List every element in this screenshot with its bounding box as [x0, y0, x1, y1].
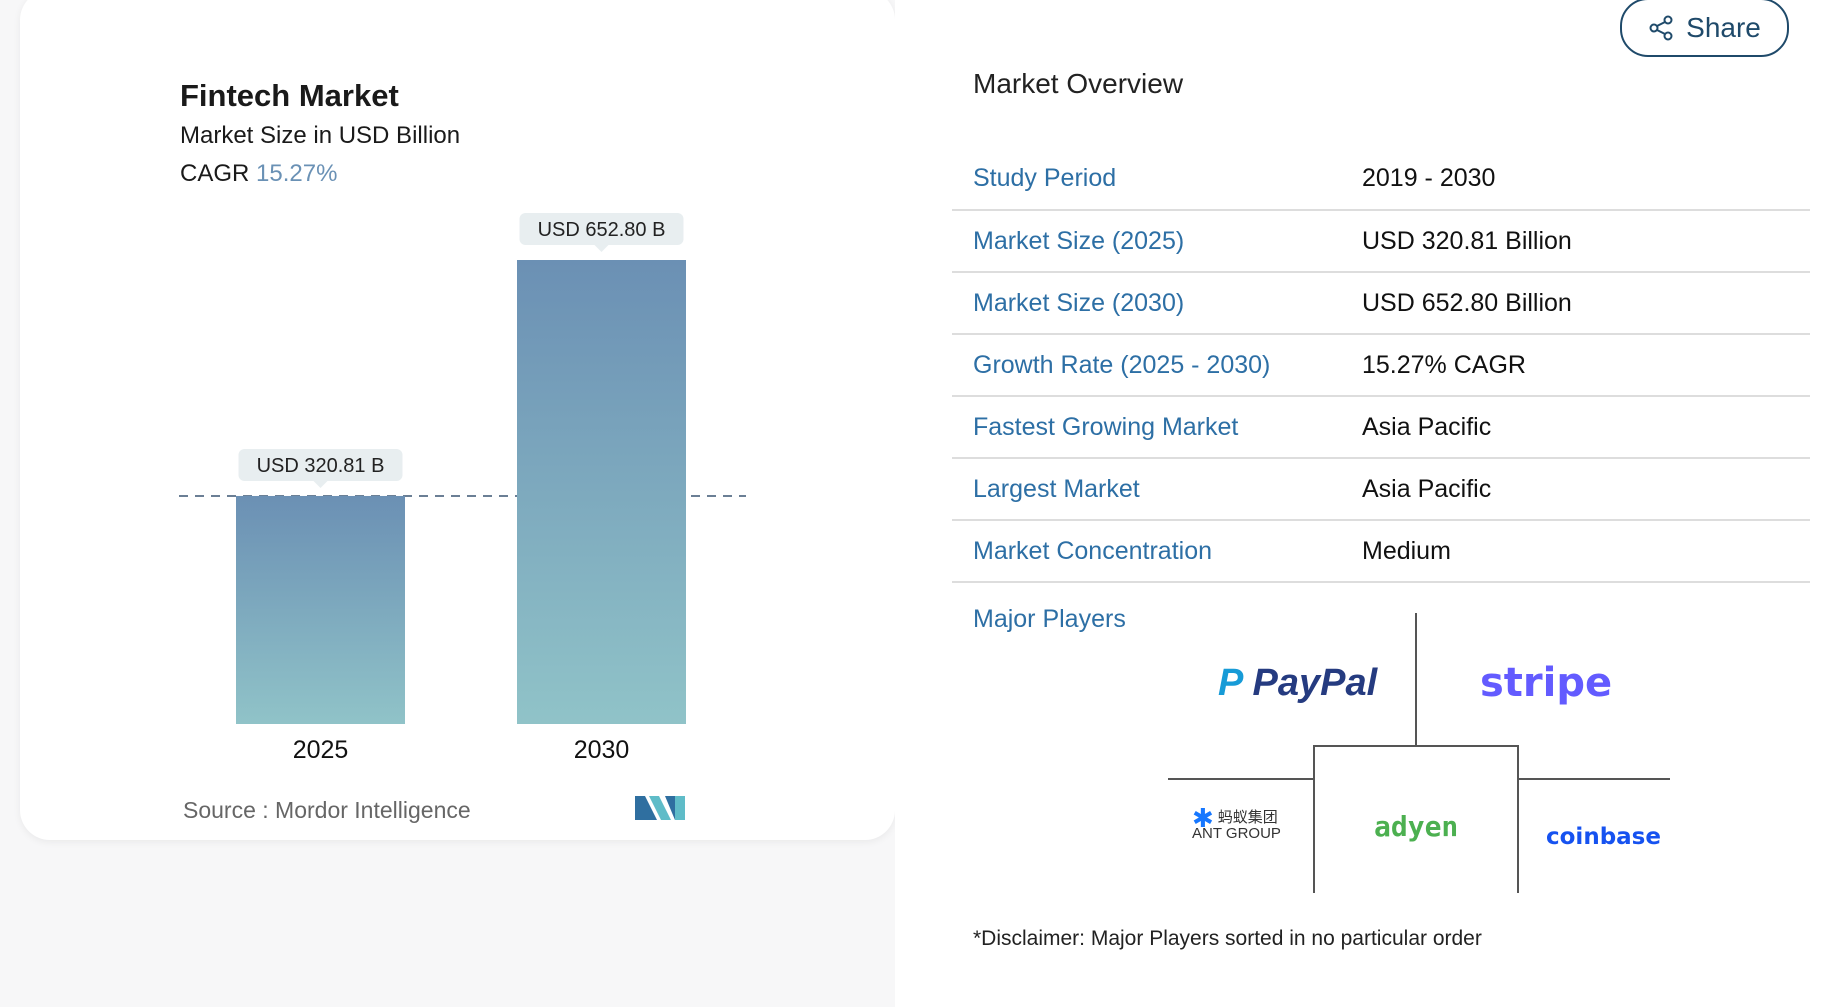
row-value: USD 652.80 Billion — [1362, 272, 1810, 335]
row-label: Market Size (2030) — [952, 272, 1362, 335]
cagr: CAGR 15.27% — [180, 160, 337, 188]
major-players-title: Major Players — [973, 605, 1126, 633]
data-label-bg — [519, 213, 684, 245]
source-text: Source : Mordor Intelligence — [183, 797, 471, 823]
overview-row: Market Concentration Medium — [952, 520, 1810, 583]
share-label: Share — [1686, 11, 1761, 43]
mordor-logo — [635, 796, 685, 820]
data-label: USD 652.80 B — [538, 219, 666, 241]
overview-row: Market Size (2030) USD 652.80 Billion — [952, 272, 1810, 335]
row-label: Study Period — [952, 148, 1362, 211]
paypal-text: PayPal — [1252, 662, 1378, 704]
overview-row: Study Period 2019 - 2030 — [952, 148, 1810, 211]
bar-chart: USD 320.81 B 2025 USD 652.80 B 2030 — [179, 213, 746, 764]
paypal-logo: P PayPal — [1218, 662, 1377, 705]
overview-table: Study Period 2019 - 2030 Market Size (2025… — [952, 148, 1810, 583]
x-tick-label: 2030 — [574, 736, 630, 764]
x-tick-label: 2025 — [293, 736, 349, 764]
row-value: USD 320.81 Billion — [1362, 210, 1810, 273]
ant-group-text: 蚂蚁集团 ANT GROUP — [1192, 809, 1281, 842]
data-label-bg — [238, 448, 403, 481]
adyen-logo: adyen — [1374, 810, 1459, 843]
row-label: Growth Rate (2025 - 2030) — [952, 334, 1362, 397]
divider — [1313, 745, 1315, 893]
divider — [1313, 745, 1519, 747]
divider — [1168, 778, 1313, 780]
cagr-value: 15.27% — [256, 160, 338, 187]
stripe-logo: stripe — [1480, 660, 1613, 706]
divider — [1517, 745, 1519, 893]
overview-row: Growth Rate (2025 - 2030) 15.27% CAGR — [952, 334, 1810, 397]
row-value: Medium — [1362, 520, 1810, 583]
overview-row: Fastest Growing Market Asia Pacific — [952, 396, 1810, 459]
row-value: Asia Pacific — [1362, 396, 1810, 459]
divider — [1415, 613, 1417, 746]
data-label-pointer — [313, 480, 328, 488]
overview-row: Market Size (2025) USD 320.81 Billion — [952, 210, 1810, 273]
cagr-label: CAGR — [180, 160, 250, 187]
bar-2030 — [517, 260, 686, 724]
row-value: Asia Pacific — [1362, 458, 1810, 521]
data-label: USD 320.81 B — [257, 455, 385, 477]
coinbase-logo: coinbase — [1546, 824, 1661, 850]
overview-row: Largest Market Asia Pacific — [952, 458, 1810, 521]
share-icon — [1649, 15, 1673, 40]
row-value: 2019 - 2030 — [1362, 148, 1810, 211]
bar-2025 — [236, 495, 405, 724]
disclaimer: *Disclaimer: Major Players sorted in no … — [973, 927, 1482, 950]
row-label: Fastest Growing Market — [952, 396, 1362, 459]
row-label: Largest Market — [952, 458, 1362, 521]
overview-title: Market Overview — [973, 68, 1184, 99]
share-button[interactable]: Share — [1620, 0, 1789, 57]
divider — [1519, 778, 1670, 780]
chart-card — [20, 0, 895, 840]
chart-title: Fintech Market — [180, 78, 399, 113]
ant-icon: ✱ — [1192, 803, 1214, 833]
data-label-pointer — [594, 245, 609, 252]
row-value: 15.27% CAGR — [1362, 334, 1810, 397]
ant-group-logo: ✱ 蚂蚁集团 ANT GROUP — [1192, 803, 1302, 842]
chart-subtitle: Market Size in USD Billion — [180, 122, 461, 149]
row-label: Market Size (2025) — [952, 210, 1362, 273]
row-label: Market Concentration — [952, 520, 1362, 583]
paypal-mark: P — [1218, 662, 1242, 704]
